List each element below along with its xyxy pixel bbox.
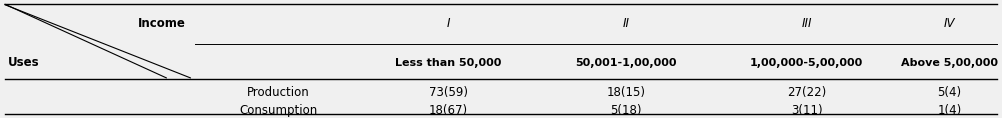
Text: 1(4): 1(4) <box>937 104 962 117</box>
Text: 27(22): 27(22) <box>787 86 827 99</box>
Text: I: I <box>447 17 450 30</box>
Text: 1,00,000-5,00,000: 1,00,000-5,00,000 <box>749 58 864 67</box>
Text: Uses: Uses <box>8 56 40 69</box>
Text: Income: Income <box>137 17 185 30</box>
Text: 5(18): 5(18) <box>610 104 642 117</box>
Text: Less than 50,000: Less than 50,000 <box>395 58 502 67</box>
Text: III: III <box>802 17 812 30</box>
Text: IV: IV <box>944 17 955 30</box>
Text: II: II <box>623 17 629 30</box>
Text: 18(67): 18(67) <box>429 104 468 117</box>
Text: 50,001-1,00,000: 50,001-1,00,000 <box>575 58 677 67</box>
Text: Above 5,00,000: Above 5,00,000 <box>901 58 998 67</box>
Text: 3(11): 3(11) <box>791 104 823 117</box>
Text: 73(59): 73(59) <box>429 86 468 99</box>
Text: Consumption: Consumption <box>238 104 318 117</box>
Text: Production: Production <box>246 86 310 99</box>
Text: 5(4): 5(4) <box>937 86 962 99</box>
Text: 18(15): 18(15) <box>607 86 645 99</box>
